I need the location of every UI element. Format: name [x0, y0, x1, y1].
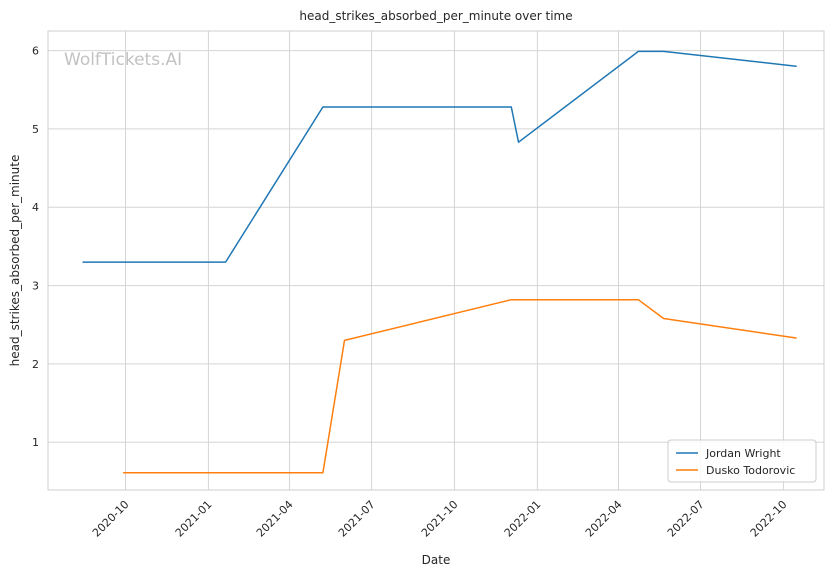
y-tick-labels: 1 2 3 4 5 6 [32, 45, 39, 450]
y-tick-label: 6 [32, 45, 39, 58]
legend: Jordan Wright Dusko Todorovic [667, 439, 817, 483]
y-tick-label: 3 [32, 280, 39, 293]
x-tick-label: 2021-01 [173, 498, 215, 540]
y-axis-label: head_strikes_absorbed_per_minute [8, 155, 22, 367]
series-lines [82, 50, 797, 474]
x-axis-label: Date [422, 553, 451, 567]
y-tick-label: 5 [32, 123, 39, 136]
x-tick-label: 2021-04 [254, 498, 296, 540]
legend-label: Dusko Todorovic [706, 464, 795, 477]
x-tick-labels: 2020-10 2021-01 2021-04 2021-07 2021-10 2022-… [90, 498, 790, 540]
watermark: WolfTickets.AI [64, 50, 182, 70]
y-tick-label: 4 [32, 201, 39, 214]
x-tick-label: 2022-07 [665, 498, 707, 540]
chart-title: head_strikes_absorbed_per_minute over ti… [299, 9, 572, 23]
y-tick-label: 1 [32, 436, 39, 449]
x-tick-label: 2022-10 [748, 498, 790, 540]
legend-box [667, 439, 817, 483]
x-tick-label: 2021-10 [419, 498, 461, 540]
x-tick-label: 2022-04 [583, 498, 625, 540]
y-tick-label: 2 [32, 358, 39, 371]
x-tick-label: 2021-07 [336, 498, 378, 540]
series-line [122, 298, 797, 474]
legend-label: Jordan Wright [705, 447, 781, 460]
plot-frame [47, 30, 825, 491]
x-tick-label: 2022-01 [502, 498, 544, 540]
series-line [82, 50, 797, 263]
x-tick-label: 2020-10 [90, 498, 132, 540]
grid-lines [48, 31, 824, 490]
